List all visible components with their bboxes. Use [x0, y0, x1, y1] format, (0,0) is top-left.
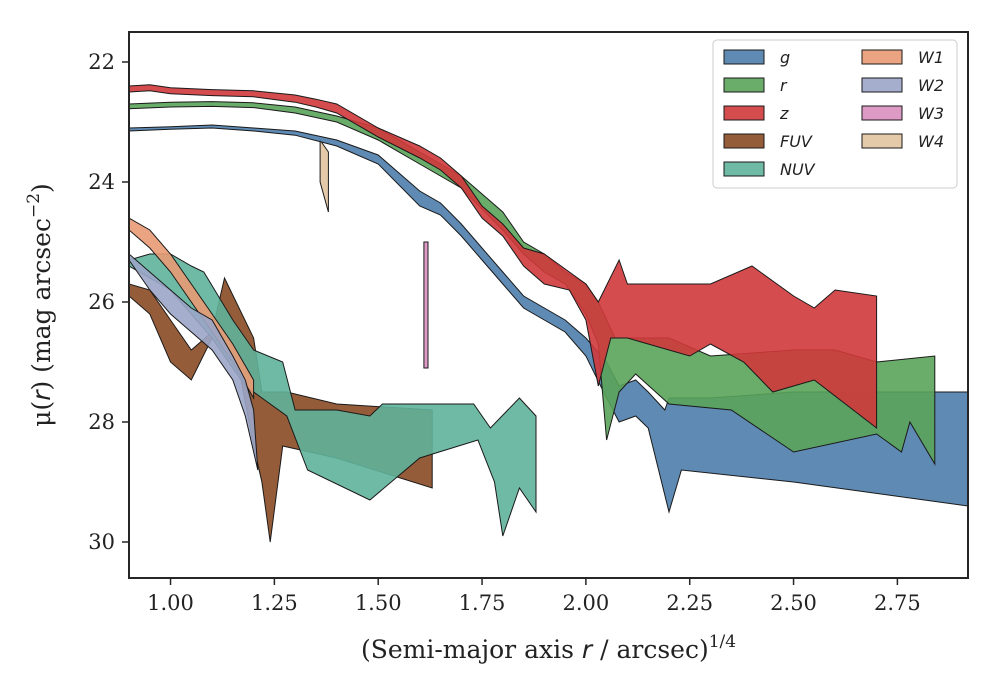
ticks-layer: 1.00 1.25 1.50 1.75 2.00 2.25 2.50 2.75 22 24 26 28… — [88, 50, 921, 615]
legend-label-g: g — [780, 48, 790, 67]
legend-swatch-z — [723, 105, 765, 121]
legend-swatch-w3 — [861, 105, 903, 121]
y-axis-label: μ(r) (mag arcsec−2) — [24, 183, 56, 427]
legend-label-fuv: FUV — [780, 132, 813, 151]
legend-label-w3: W3 — [918, 104, 944, 123]
legend-box — [712, 39, 958, 189]
plot-frame — [128, 31, 969, 579]
x-tick-label: 1.50 — [355, 591, 402, 615]
band-w4 — [319, 138, 329, 213]
legend-label-nuv: NUV — [780, 160, 816, 179]
band-w1 — [129, 217, 255, 400]
legend-label-w4: W4 — [918, 132, 944, 151]
x-tick-label: 2.25 — [666, 591, 713, 615]
legend-label-r: r — [780, 76, 788, 95]
legend-swatch-w2 — [861, 77, 903, 93]
y-tick-label: 28 — [88, 410, 115, 434]
legend-swatch-g — [723, 49, 765, 65]
legend-label-w2: W2 — [918, 76, 944, 95]
legend-swatch-w1 — [861, 49, 903, 65]
legend-label-z: z — [779, 104, 789, 123]
legend-swatch-fuv — [723, 133, 765, 149]
legend-label-w1: W1 — [918, 48, 944, 67]
legend-swatch-w4 — [861, 133, 903, 149]
x-tick-label: 2.50 — [770, 591, 817, 615]
y-tick-label: 30 — [88, 530, 115, 554]
band-z — [129, 84, 878, 430]
x-tick-label: 1.25 — [251, 591, 298, 615]
legend-swatch-nuv — [723, 161, 765, 177]
y-tick-label: 26 — [88, 290, 115, 314]
x-tick-label: 1.00 — [147, 591, 194, 615]
band-w2 — [129, 253, 259, 471]
x-axis-label: (Semi-major axis r / arcsec)1/4 — [361, 632, 736, 664]
y-tick-label: 22 — [88, 50, 115, 74]
band-w3 — [423, 241, 429, 369]
bands-layer — [129, 84, 968, 543]
y-tick-label: 24 — [88, 170, 115, 194]
legend: grz FUV NUV W1 W2 W3 W4 — [712, 39, 958, 189]
x-tick-label: 2.75 — [874, 591, 921, 615]
legend-swatch-r — [723, 77, 765, 93]
x-tick-label: 1.75 — [459, 591, 506, 615]
x-tick-label: 2.00 — [562, 591, 609, 615]
